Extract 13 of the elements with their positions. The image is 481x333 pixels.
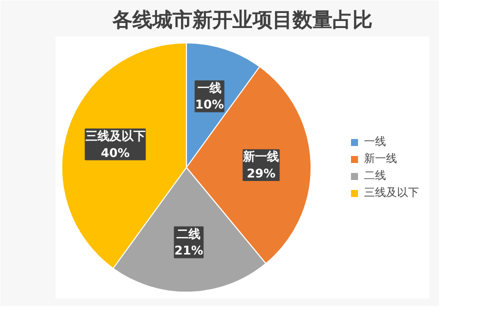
- data-label: 21%: [174, 244, 204, 258]
- legend-label: 一线: [364, 134, 386, 149]
- legend-label: 二线: [364, 168, 386, 183]
- chart-title: 各线城市新开业项目数量占比: [112, 8, 372, 32]
- data-label: 29%: [246, 166, 276, 181]
- legend-label: 新一线: [364, 151, 397, 166]
- slice-label: 二线: [176, 226, 201, 241]
- slice-label: 新一线: [242, 150, 280, 164]
- slice-label: 一线: [198, 80, 222, 95]
- data-label: 10%: [195, 98, 224, 112]
- legend-label: 三线及以下: [364, 185, 419, 200]
- data-label: 40%: [100, 146, 130, 160]
- slice-label: 三线及以下: [85, 128, 146, 143]
